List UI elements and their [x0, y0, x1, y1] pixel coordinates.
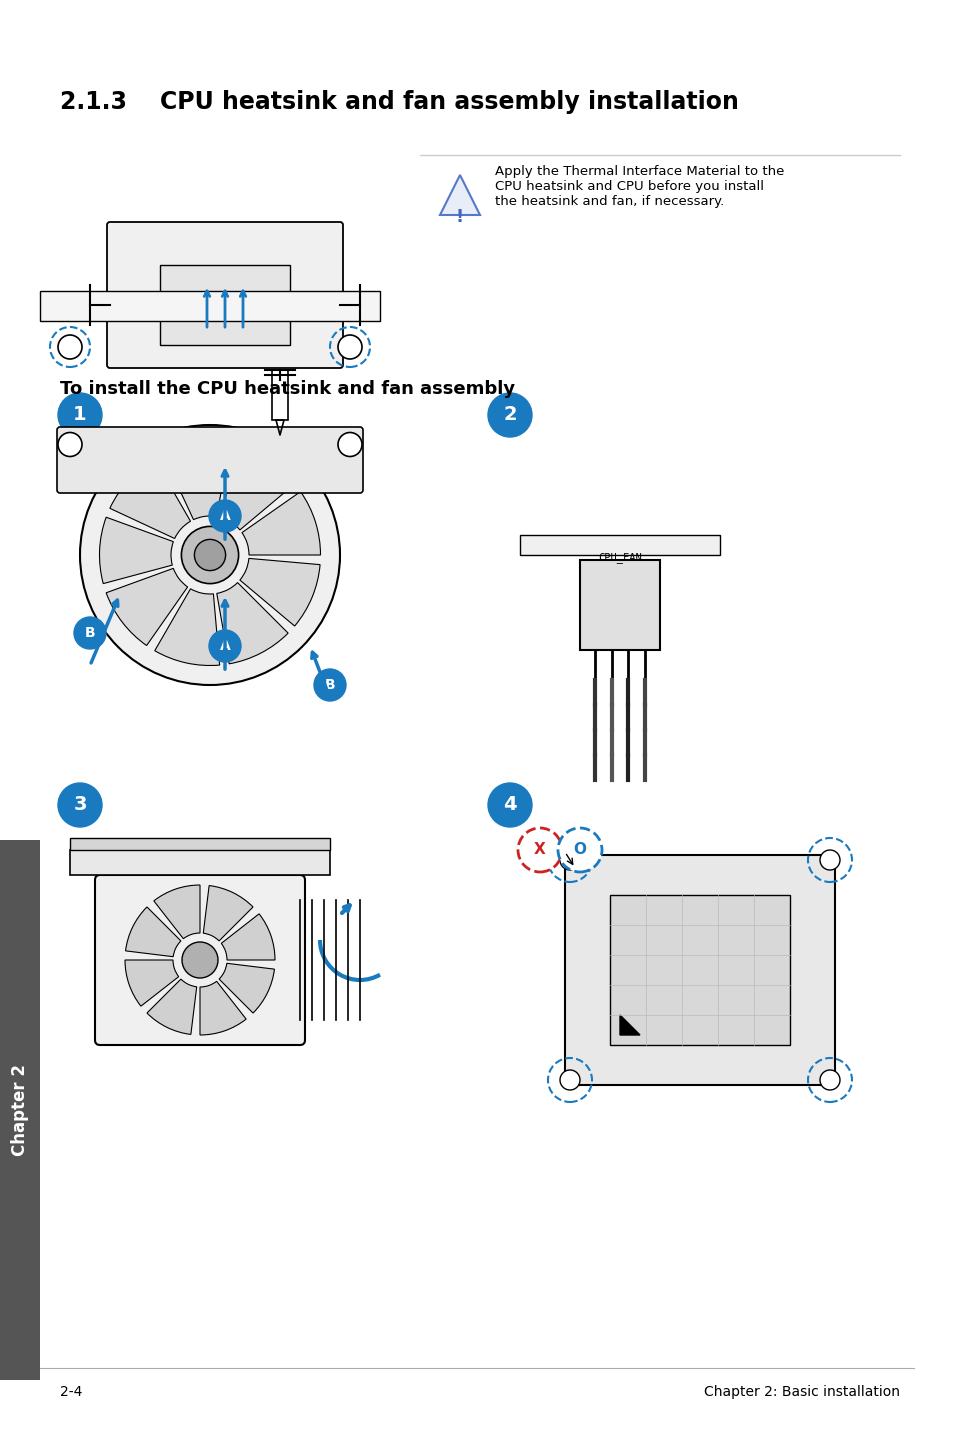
Circle shape — [314, 669, 346, 700]
FancyBboxPatch shape — [564, 856, 834, 1086]
Text: !: ! — [456, 209, 463, 226]
FancyBboxPatch shape — [107, 221, 343, 368]
Text: 2-4: 2-4 — [60, 1385, 82, 1399]
Circle shape — [58, 433, 82, 456]
Circle shape — [559, 850, 579, 870]
Wedge shape — [219, 963, 274, 1012]
Text: Chapter 2: Basic installation: Chapter 2: Basic installation — [703, 1385, 899, 1399]
Circle shape — [209, 500, 241, 532]
Circle shape — [337, 335, 361, 360]
Circle shape — [517, 828, 561, 871]
Circle shape — [488, 393, 532, 437]
Wedge shape — [99, 518, 173, 584]
Circle shape — [58, 393, 102, 437]
Wedge shape — [200, 981, 246, 1035]
Wedge shape — [153, 884, 200, 939]
Circle shape — [820, 1070, 840, 1090]
Wedge shape — [220, 449, 294, 531]
Text: Chapter 2: Chapter 2 — [11, 1064, 29, 1156]
Bar — [0, 840, 40, 1380]
Text: CPU_FAN: CPU_FAN — [598, 552, 641, 562]
Text: 2.1.3    CPU heatsink and fan assembly installation: 2.1.3 CPU heatsink and fan assembly inst… — [60, 91, 739, 114]
Text: B: B — [324, 677, 335, 692]
Text: 1: 1 — [73, 406, 87, 424]
Wedge shape — [110, 459, 191, 538]
Circle shape — [559, 1070, 579, 1090]
Polygon shape — [439, 175, 479, 216]
Wedge shape — [125, 961, 178, 1007]
Circle shape — [58, 335, 82, 360]
Wedge shape — [239, 558, 320, 626]
Circle shape — [337, 433, 361, 456]
Circle shape — [74, 617, 106, 649]
Circle shape — [194, 539, 225, 571]
Wedge shape — [221, 913, 274, 961]
Text: Apply the Thermal Interface Material to the
CPU heatsink and CPU before you inst: Apply the Thermal Interface Material to … — [495, 165, 783, 209]
Bar — [272, 370, 288, 420]
Bar — [519, 535, 720, 555]
Bar — [609, 894, 789, 1045]
Circle shape — [820, 850, 840, 870]
Wedge shape — [242, 492, 320, 555]
FancyBboxPatch shape — [579, 559, 659, 650]
Wedge shape — [154, 588, 219, 666]
Bar — [160, 265, 290, 345]
Wedge shape — [147, 979, 196, 1034]
Bar — [40, 290, 379, 321]
Wedge shape — [203, 886, 253, 940]
Circle shape — [558, 828, 601, 871]
Bar — [70, 838, 330, 850]
Circle shape — [182, 942, 218, 978]
Text: X: X — [534, 843, 545, 857]
Wedge shape — [216, 582, 288, 664]
Polygon shape — [619, 1015, 639, 1035]
Text: 4: 4 — [502, 795, 517, 814]
Text: O: O — [573, 843, 586, 857]
Circle shape — [58, 784, 102, 827]
Text: A: A — [219, 509, 230, 523]
Circle shape — [209, 630, 241, 661]
Wedge shape — [106, 568, 188, 646]
FancyBboxPatch shape — [57, 427, 363, 493]
Bar — [70, 850, 330, 874]
Wedge shape — [126, 907, 181, 956]
Text: To install the CPU heatsink and fan assembly: To install the CPU heatsink and fan asse… — [60, 380, 515, 398]
Text: A: A — [219, 638, 230, 653]
Text: B: B — [85, 626, 95, 640]
Text: 3: 3 — [73, 795, 87, 814]
Circle shape — [181, 526, 238, 584]
Text: 2: 2 — [502, 406, 517, 424]
Circle shape — [488, 784, 532, 827]
Wedge shape — [163, 444, 229, 519]
Circle shape — [80, 426, 339, 684]
FancyBboxPatch shape — [95, 874, 305, 1045]
